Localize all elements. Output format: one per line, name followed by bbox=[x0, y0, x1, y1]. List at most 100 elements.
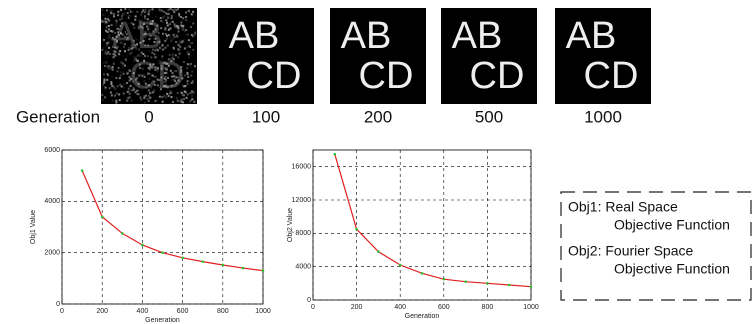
noise bbox=[123, 87, 125, 89]
noise bbox=[126, 96, 128, 98]
noise bbox=[124, 65, 126, 67]
noise bbox=[107, 68, 109, 70]
generation-label: 1000 bbox=[584, 107, 622, 126]
noise bbox=[127, 12, 129, 14]
data-point bbox=[508, 284, 511, 287]
noise bbox=[177, 48, 179, 50]
noise bbox=[187, 76, 189, 78]
data-point bbox=[121, 232, 124, 235]
noise bbox=[118, 67, 120, 69]
noise bbox=[116, 85, 118, 87]
noise bbox=[102, 21, 104, 23]
noise bbox=[126, 100, 128, 102]
noise bbox=[144, 101, 146, 103]
noise bbox=[117, 70, 119, 72]
y-tick-label: 0 bbox=[56, 301, 60, 308]
plot-frame bbox=[313, 150, 531, 300]
noise bbox=[167, 44, 169, 46]
noise bbox=[167, 17, 169, 19]
x-tick-label: 800 bbox=[482, 304, 494, 311]
x-tick-label: 200 bbox=[96, 308, 108, 315]
noise bbox=[120, 74, 122, 76]
noise bbox=[117, 11, 119, 13]
noise bbox=[101, 94, 103, 96]
noise bbox=[186, 46, 188, 48]
noise bbox=[122, 63, 124, 65]
noise bbox=[108, 25, 110, 27]
noise bbox=[191, 71, 193, 73]
noise bbox=[177, 8, 179, 10]
noise bbox=[110, 12, 112, 14]
x-tick-label: 400 bbox=[137, 308, 149, 315]
noise bbox=[189, 92, 191, 94]
noise bbox=[182, 17, 184, 19]
noise bbox=[144, 11, 146, 13]
data-point bbox=[443, 278, 446, 281]
noise bbox=[103, 47, 105, 49]
noise bbox=[192, 49, 194, 51]
noise bbox=[107, 74, 109, 76]
x-tick-label: 400 bbox=[394, 304, 406, 311]
noise bbox=[107, 42, 109, 44]
y-tick-label: 8000 bbox=[295, 230, 311, 237]
noise bbox=[131, 11, 133, 13]
data-point bbox=[377, 250, 380, 253]
noise bbox=[103, 39, 105, 41]
x-tick-label: 0 bbox=[60, 308, 64, 315]
noise bbox=[185, 16, 187, 18]
x-tick-label: 800 bbox=[217, 308, 229, 315]
noise bbox=[165, 19, 167, 21]
noise bbox=[122, 71, 124, 73]
y-tick-label: 4000 bbox=[44, 198, 60, 205]
noise bbox=[125, 59, 127, 61]
noise bbox=[186, 51, 188, 53]
legend-box: Obj1: Real Space Objective Function Obj2… bbox=[561, 192, 751, 300]
figure: Generation Obj1: Real Space Objective Fu… bbox=[0, 0, 754, 324]
noise bbox=[104, 78, 106, 80]
noise bbox=[167, 24, 169, 26]
noise bbox=[165, 33, 167, 35]
reconstruction-image: ABCD bbox=[555, 8, 651, 104]
noise bbox=[168, 13, 170, 15]
row-label: Generation bbox=[16, 107, 100, 126]
noise bbox=[189, 65, 191, 67]
noise bbox=[164, 28, 166, 30]
noise bbox=[172, 101, 174, 103]
noise bbox=[104, 89, 106, 91]
noise bbox=[110, 83, 112, 85]
image-letters: AB bbox=[112, 15, 163, 57]
noise bbox=[109, 87, 111, 89]
noise bbox=[105, 50, 107, 52]
noise bbox=[105, 18, 107, 20]
noise bbox=[108, 37, 110, 39]
x-tick-label: 1000 bbox=[523, 304, 539, 311]
noise bbox=[101, 9, 103, 11]
noise bbox=[181, 41, 183, 43]
data-point bbox=[201, 260, 204, 263]
noise bbox=[193, 53, 195, 55]
noise bbox=[103, 73, 105, 75]
noise bbox=[104, 87, 106, 89]
noise bbox=[193, 91, 195, 93]
noise bbox=[128, 8, 130, 10]
data-point bbox=[334, 153, 337, 156]
noise bbox=[193, 101, 195, 103]
noise bbox=[142, 9, 144, 11]
plot-frame bbox=[62, 150, 263, 304]
noise bbox=[154, 8, 156, 10]
data-point bbox=[355, 228, 358, 231]
noise bbox=[124, 8, 126, 10]
data-point bbox=[530, 285, 533, 288]
generation-label: 100 bbox=[252, 107, 280, 126]
image-letters: CD bbox=[470, 55, 525, 97]
noise bbox=[116, 92, 118, 94]
noise bbox=[122, 67, 124, 69]
noise bbox=[192, 80, 194, 82]
noise bbox=[168, 34, 170, 36]
noise bbox=[187, 34, 189, 36]
noise bbox=[112, 69, 114, 71]
data-point bbox=[141, 244, 144, 247]
noise bbox=[143, 97, 145, 99]
noise bbox=[114, 95, 116, 97]
noise bbox=[170, 102, 172, 104]
